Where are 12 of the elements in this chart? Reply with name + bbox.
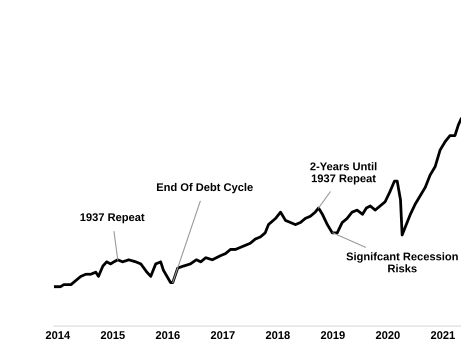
- x-tick-label: 2016: [156, 331, 180, 340]
- x-tick-label: 2021: [430, 331, 455, 340]
- annotation: 1937 Repeat: [80, 213, 144, 224]
- annotation: End Of Debt Cycle: [156, 182, 253, 194]
- x-tick-label: 2014: [46, 331, 70, 340]
- annotation: Signifcant Recession Risks: [346, 252, 458, 272]
- x-tick-label: 2017: [210, 331, 235, 340]
- x-tick-label: 2020: [376, 331, 400, 340]
- annotation: 2-Years Until 1937 Repeat: [310, 162, 376, 184]
- x-tick-label: 2015: [100, 331, 125, 340]
- x-tick-label: 2019: [320, 331, 345, 340]
- x-tick-label: 2018: [266, 331, 290, 340]
